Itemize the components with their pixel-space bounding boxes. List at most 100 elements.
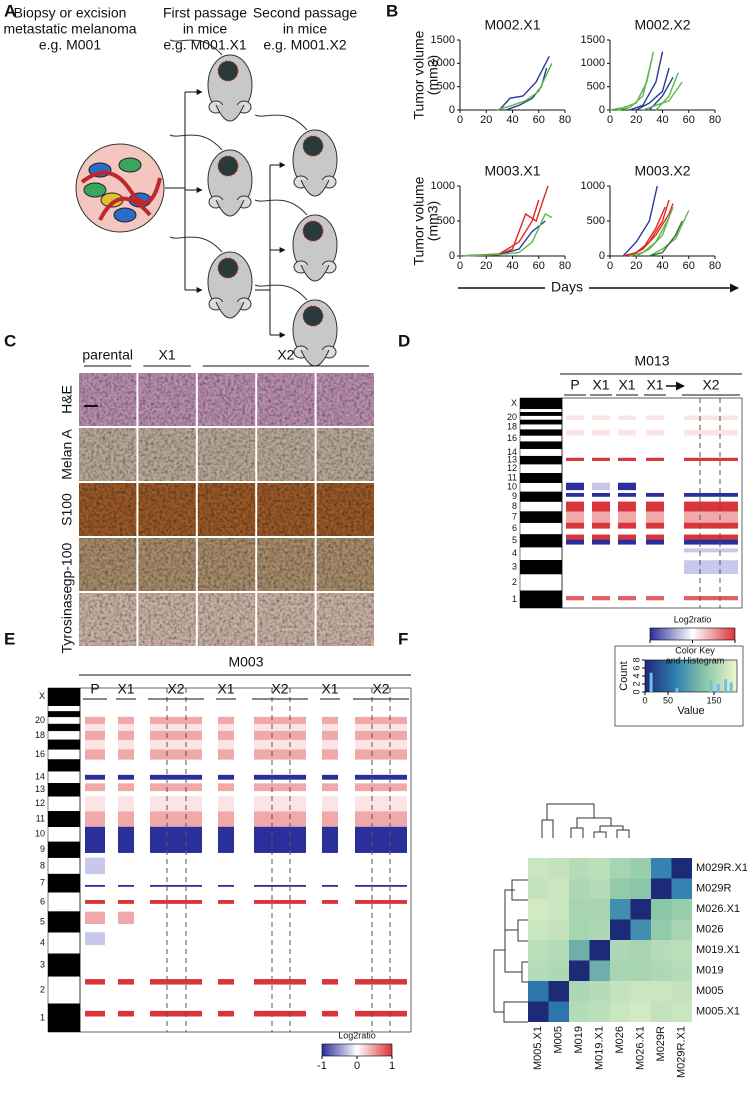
x-tick-label: 40	[506, 260, 518, 272]
heatmap-cell	[630, 858, 651, 879]
chromosome-label: 3	[512, 562, 517, 572]
cn-band	[355, 979, 407, 985]
heatmap-cell	[630, 919, 651, 940]
chromosome-label: 14	[507, 447, 517, 457]
cn-band	[646, 501, 664, 512]
cn-band	[150, 716, 202, 725]
y-tick-label: 1500	[431, 34, 455, 46]
row-label: H&E	[59, 385, 75, 414]
x-tick-label: 80	[709, 114, 721, 126]
column-label: M029R.X1	[676, 1026, 688, 1078]
heatmap-cell	[569, 1001, 590, 1022]
histology-image	[257, 538, 315, 591]
cn-band	[218, 716, 234, 725]
heatmap-cell	[671, 960, 692, 981]
key-y-tick-label: 8	[631, 657, 641, 662]
cn-band	[592, 534, 610, 540]
x-tick-label: 20	[480, 260, 492, 272]
cn-band	[254, 884, 306, 887]
cn-band	[85, 826, 105, 842]
ideogram-band	[47, 739, 81, 750]
cn-band	[85, 979, 105, 985]
cn-band	[85, 739, 105, 750]
cn-band	[566, 534, 584, 540]
chromosome-label: 2	[512, 577, 517, 587]
y-tick-label: 500	[437, 215, 455, 227]
caption: e.g. M001.X2	[263, 37, 346, 53]
heatmap-cell	[610, 899, 631, 920]
heatmap-cell	[630, 940, 651, 961]
key-gradient	[715, 660, 718, 692]
cn-band	[684, 492, 738, 497]
key-histogram	[724, 679, 728, 692]
heatmap-cell	[548, 878, 569, 899]
ideogram-band	[47, 749, 81, 760]
cn-band	[254, 841, 306, 853]
tumor	[302, 220, 324, 242]
ideogram-band	[519, 463, 563, 474]
caption: Second passage	[253, 5, 358, 21]
cn-band	[646, 429, 664, 436]
chromosome-label: 7	[512, 512, 517, 522]
ideogram-band	[47, 931, 81, 955]
heatmap-cell	[671, 858, 692, 879]
cn-band	[684, 522, 738, 529]
key-gradient	[659, 660, 662, 692]
column-label: M005.X1	[532, 1026, 544, 1070]
heatmap-cell	[651, 940, 672, 961]
line	[459, 185, 549, 257]
cn-band	[150, 730, 202, 740]
colorbar	[649, 627, 736, 641]
ideogram-band	[519, 590, 563, 609]
key-gradient	[723, 660, 726, 692]
colorbar	[321, 1043, 393, 1057]
panel-label: B	[386, 1, 398, 20]
cn-band	[218, 979, 234, 985]
cn-band	[592, 539, 610, 545]
chart-title: M002.X1	[484, 17, 540, 33]
cn-band	[218, 841, 234, 853]
histology-image	[138, 373, 196, 426]
cn-band	[646, 522, 664, 529]
chromosome-label: 1	[512, 594, 517, 604]
line	[459, 213, 553, 257]
heatmap-cell	[610, 858, 631, 879]
heatmap-cell	[651, 981, 672, 1002]
key-gradient	[733, 660, 736, 692]
heatmap-cell	[528, 981, 549, 1002]
cn-band	[254, 796, 306, 812]
heatmap-cell	[610, 981, 631, 1002]
x-tick-label: 40	[656, 114, 668, 126]
key-gradient	[697, 660, 700, 692]
mouse-head	[215, 301, 245, 319]
row-label: Melan A	[59, 429, 75, 480]
chromosome-label: 20	[507, 412, 517, 422]
cn-band	[684, 595, 738, 601]
chromosome-label: 14	[35, 772, 45, 782]
cn-band	[684, 548, 738, 553]
cn-band	[355, 774, 407, 780]
heatmap-cell	[589, 919, 610, 940]
panel-label: A	[4, 1, 16, 20]
histology-image	[316, 593, 374, 646]
key-gradient	[653, 660, 656, 692]
cn-band	[150, 884, 202, 887]
cn-band	[150, 774, 202, 780]
chromosome-label: 9	[512, 491, 517, 501]
ideogram-band	[47, 911, 81, 933]
line	[648, 76, 674, 111]
panel-title: M003	[228, 654, 263, 670]
cn-band	[322, 724, 338, 731]
ideogram-band	[47, 711, 81, 718]
tumor	[302, 305, 324, 327]
cn-band	[150, 899, 202, 904]
cn-band	[85, 857, 105, 875]
heatmap-cell	[610, 1001, 631, 1022]
cn-band	[85, 774, 105, 780]
chromosome-label: 8	[512, 501, 517, 511]
key-y-tick-label: 6	[631, 665, 641, 670]
chart-title: M003.X2	[634, 163, 690, 179]
cn-band	[618, 511, 636, 523]
cn-band	[355, 841, 407, 853]
heatmap-cell	[528, 1001, 549, 1022]
